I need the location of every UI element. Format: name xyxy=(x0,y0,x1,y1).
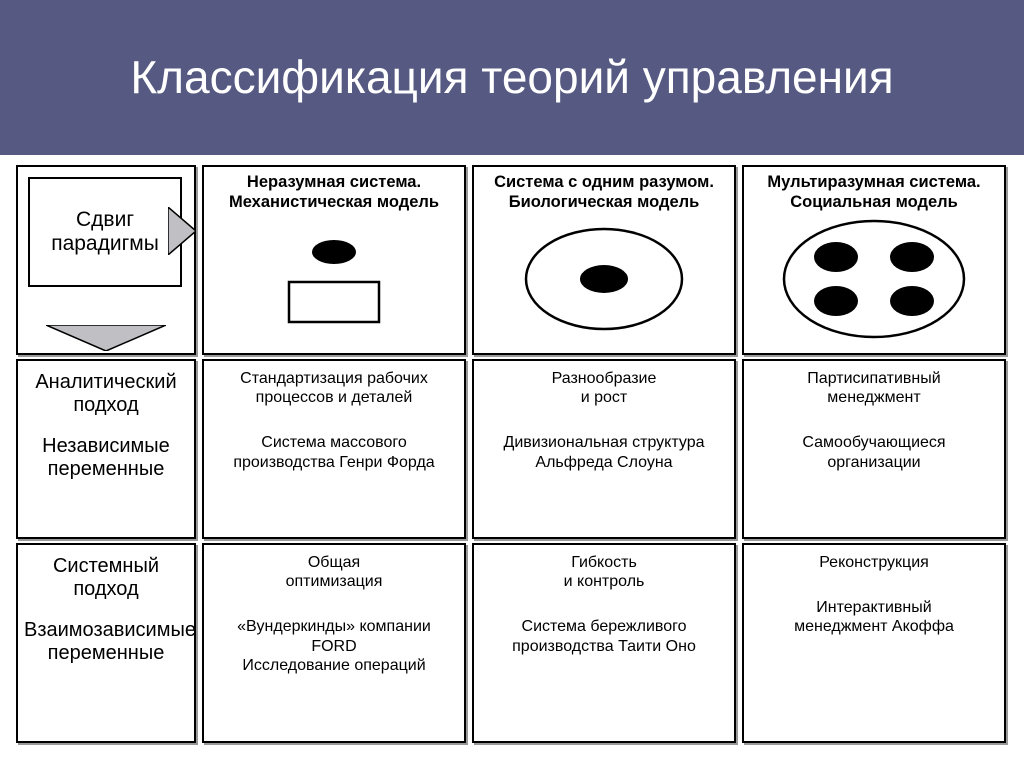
text: оптимизация xyxy=(286,573,383,590)
text: Реконструкция xyxy=(819,554,929,571)
paradigm-line1: Сдвиг xyxy=(51,208,159,232)
matrix-wrap: Сдвиг парадигмы Неразумная система. Ме xyxy=(0,155,1024,757)
col1-line1: Неразумная система. xyxy=(247,173,421,191)
text: Система массового xyxy=(261,434,406,451)
col-head-mech: Неразумная система. Механистическая моде… xyxy=(202,165,466,355)
paradigm-line2: парадигмы xyxy=(51,232,159,256)
text: Самообучающиеся xyxy=(802,434,945,451)
analytic-bot1: Независимые xyxy=(42,435,170,457)
text: производства Таити Оно xyxy=(512,638,696,655)
arrow-right-icon xyxy=(168,207,196,255)
text: менеджмент xyxy=(827,389,920,406)
text: Дивизиональная структура xyxy=(504,434,705,451)
paradigm-inner-box: Сдвиг парадигмы xyxy=(28,177,182,287)
col3-line2: Социальная модель xyxy=(790,193,958,211)
col3-line1: Мультиразумная система. xyxy=(767,173,980,191)
text: Альфреда Слоуна xyxy=(535,454,672,471)
systemic-top2: подход xyxy=(73,578,138,600)
analytic-top2: подход xyxy=(73,394,138,416)
cell-analytic-3: Партисипативный менеджмент Самообучающие… xyxy=(742,359,1006,539)
text: организации xyxy=(827,454,920,471)
text: менеджмент Акоффа xyxy=(794,618,954,635)
table-row: Сдвиг парадигмы Неразумная система. Ме xyxy=(16,165,1006,355)
cell-analytic-2: Разнообразие и рост Дивизиональная струк… xyxy=(472,359,736,539)
text: Интерактивный xyxy=(816,599,931,616)
col2-line1: Система с одним разумом. xyxy=(494,173,714,191)
col1-line2: Механистическая модель xyxy=(229,193,439,211)
text: Система бережливого xyxy=(522,618,687,635)
text: Разнообразие xyxy=(552,370,657,387)
cell-systemic-1: Общая оптимизация «Вундеркинды» компании… xyxy=(202,543,466,743)
text: Исследование операций xyxy=(242,657,425,674)
slide-root: Классификация теорий управления Сдвиг па… xyxy=(0,0,1024,767)
text: и контроль xyxy=(564,573,645,590)
cell-systemic-2: Гибкость и контроль Система бережливого … xyxy=(472,543,736,743)
text: и рост xyxy=(581,389,628,406)
paradigm-head-cell: Сдвиг парадигмы xyxy=(16,165,196,355)
systemic-top1: Системный xyxy=(53,555,159,577)
table-row: Системный подход Взаимозависимые перемен… xyxy=(16,543,1006,743)
text: Общая xyxy=(308,554,360,571)
bio-icon xyxy=(480,217,728,341)
text: «Вундеркинды» компании xyxy=(237,618,431,635)
analytic-top1: Аналитический xyxy=(35,371,176,393)
table-row: Аналитический подход Независимые перемен… xyxy=(16,359,1006,539)
analytic-bot2: переменные xyxy=(48,458,165,480)
text: производства Генри Форда xyxy=(233,454,434,471)
title-band: Классификация теорий управления xyxy=(0,0,1024,155)
social-icon xyxy=(750,217,998,341)
mech-icon xyxy=(210,217,458,341)
slide-title: Классификация теорий управления xyxy=(130,51,893,104)
analytic-head-cell: Аналитический подход Независимые перемен… xyxy=(16,359,196,539)
cell-analytic-1: Стандартизация рабочих процессов и детал… xyxy=(202,359,466,539)
cell-systemic-3: Реконструкция Интерактивный менеджмент А… xyxy=(742,543,1006,743)
text: Гибкость xyxy=(571,554,637,571)
systemic-head-cell: Системный подход Взаимозависимые перемен… xyxy=(16,543,196,743)
text: FORD xyxy=(311,638,356,655)
systemic-bot1: Взаимозависимые xyxy=(24,619,196,641)
systemic-bot2: переменные xyxy=(48,642,165,664)
col2-line2: Биологическая модель xyxy=(509,193,700,211)
classification-table: Сдвиг парадигмы Неразумная система. Ме xyxy=(10,161,1012,747)
text: Партисипативный xyxy=(807,370,940,387)
col-head-social: Мультиразумная система. Социальная модел… xyxy=(742,165,1006,355)
text: Стандартизация рабочих xyxy=(240,370,428,387)
col-head-bio: Система с одним разумом. Биологическая м… xyxy=(472,165,736,355)
arrow-down-icon xyxy=(46,325,166,351)
text: процессов и деталей xyxy=(256,389,413,406)
